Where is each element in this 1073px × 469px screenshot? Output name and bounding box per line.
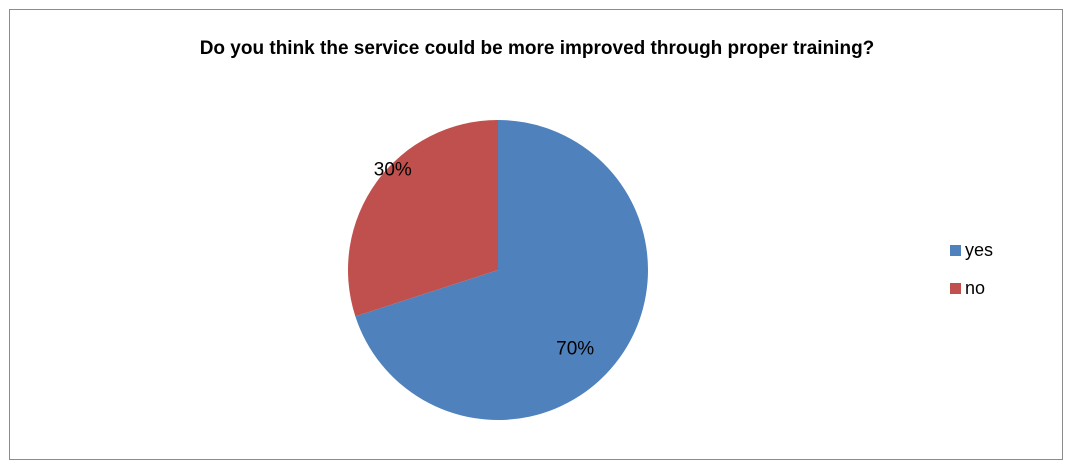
legend-label-yes: yes	[965, 240, 994, 260]
legend-label-no: no	[965, 278, 986, 298]
pie-slice-no	[347, 120, 498, 317]
pie-chart: 70% 30%	[347, 120, 648, 421]
data-label-no: 30%	[374, 159, 412, 180]
data-label-yes: 70%	[556, 339, 594, 360]
legend-item-no: no	[950, 276, 993, 300]
pie-slice-yes	[355, 120, 648, 421]
legend-item-yes: yes	[950, 238, 993, 262]
legend: yes no	[950, 238, 993, 314]
chart-area: Do you think the service could be more i…	[9, 9, 1063, 460]
legend-swatch-yes	[950, 244, 961, 256]
chart-title: Do you think the service could be more i…	[199, 38, 875, 59]
legend-swatch-no	[950, 282, 961, 294]
